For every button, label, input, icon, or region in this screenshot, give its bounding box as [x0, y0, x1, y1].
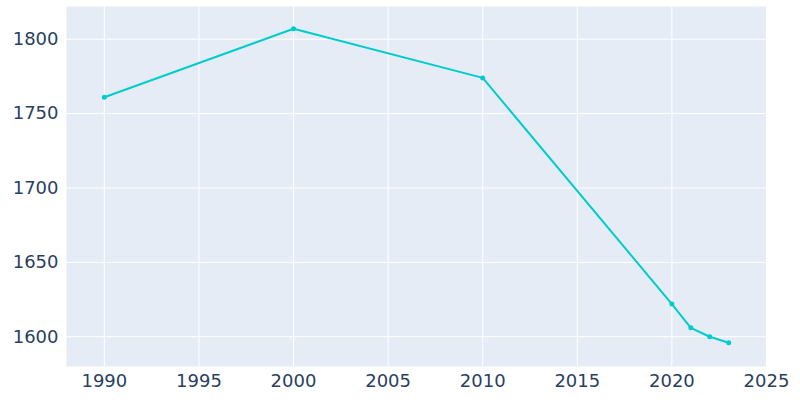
- svg-text:2015: 2015: [554, 370, 600, 391]
- svg-text:2020: 2020: [649, 370, 695, 391]
- svg-text:1995: 1995: [176, 370, 222, 391]
- svg-text:1800: 1800: [13, 28, 59, 49]
- svg-text:1990: 1990: [81, 370, 127, 391]
- svg-text:1650: 1650: [13, 251, 59, 272]
- svg-text:1700: 1700: [13, 177, 59, 198]
- svg-text:1600: 1600: [13, 326, 59, 347]
- svg-text:2025: 2025: [744, 370, 790, 391]
- svg-text:2000: 2000: [271, 370, 317, 391]
- svg-text:2005: 2005: [365, 370, 411, 391]
- svg-text:2010: 2010: [460, 370, 506, 391]
- svg-text:1750: 1750: [13, 102, 59, 123]
